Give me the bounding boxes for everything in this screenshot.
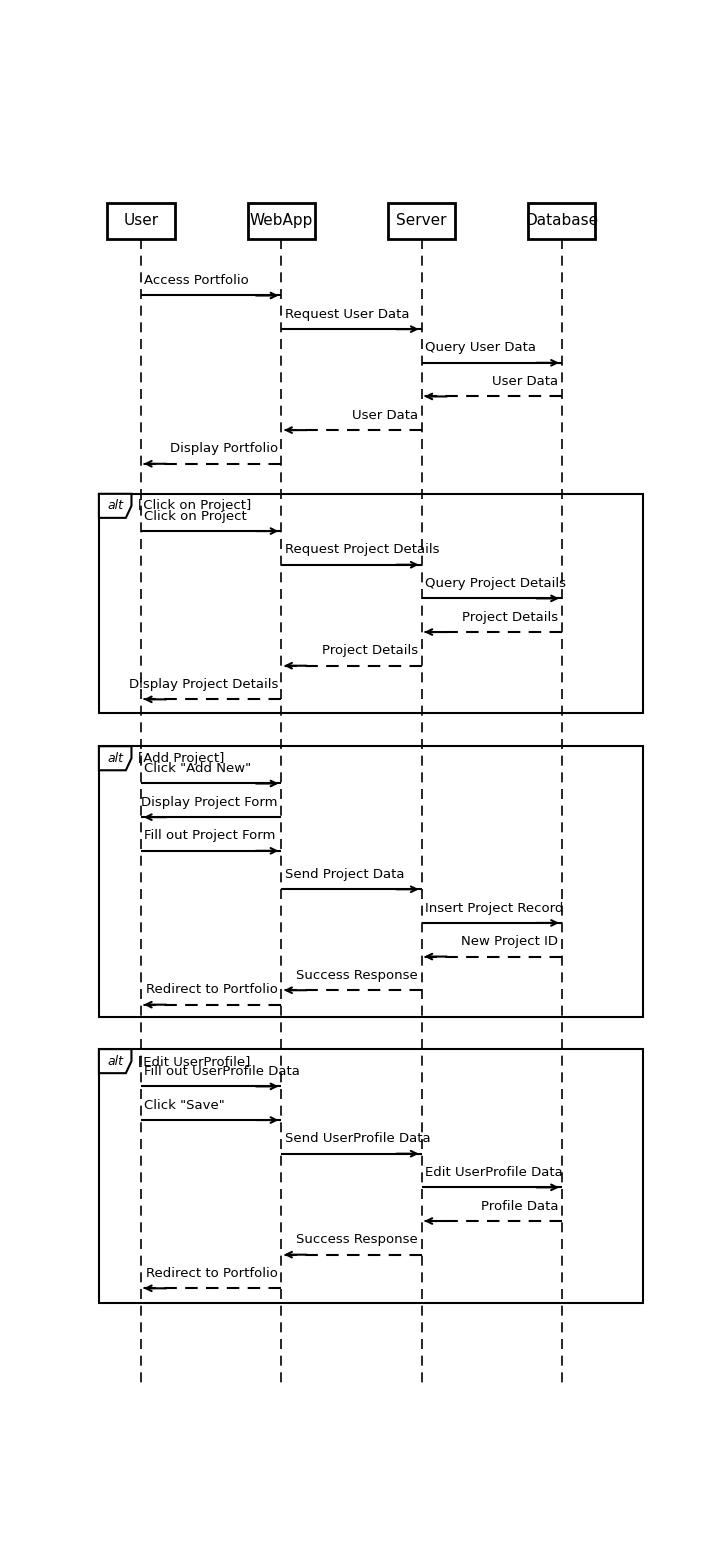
Text: Display Project Details: Display Project Details [129, 677, 278, 692]
Text: alt: alt [107, 752, 123, 765]
Text: [Add Project]: [Add Project] [138, 752, 224, 765]
Bar [248, 203, 315, 239]
Text: Redirect to Portfolio: Redirect to Portfolio [146, 1268, 278, 1280]
Text: Fill out UserProfile Data: Fill out UserProfile Data [144, 1065, 300, 1079]
Text: Click "Add New": Click "Add New" [144, 762, 251, 776]
Text: Display Portfolio: Display Portfolio [170, 442, 278, 456]
Text: Redirect to Portfolio: Redirect to Portfolio [146, 983, 278, 996]
Text: Request User Data: Request User Data [285, 308, 409, 320]
Bar [99, 1049, 643, 1303]
Text: Database: Database [525, 214, 599, 228]
Text: Success Response: Success Response [296, 969, 418, 982]
Text: Query User Data: Query User Data [425, 342, 536, 354]
Text: User Data: User Data [352, 409, 418, 421]
Text: User Data: User Data [492, 375, 558, 389]
Polygon shape [99, 1049, 132, 1072]
Text: Access Portfolio: Access Portfolio [144, 275, 249, 287]
Text: New Project ID: New Project ID [461, 935, 558, 948]
Polygon shape [99, 493, 132, 518]
Text: Display Project Form: Display Project Form [141, 796, 278, 809]
Text: Send Project Data: Send Project Data [285, 868, 404, 880]
Text: Server: Server [396, 214, 447, 228]
Text: Click on Project: Click on Project [144, 510, 247, 523]
Text: Click "Save": Click "Save" [144, 1099, 225, 1111]
Text: Request Project Details: Request Project Details [285, 543, 439, 556]
Text: alt: alt [107, 500, 123, 512]
Text: Project Details: Project Details [322, 645, 418, 657]
Text: [Click on Project]: [Click on Project] [138, 500, 251, 512]
Text: Fill out Project Form: Fill out Project Form [144, 829, 276, 843]
Polygon shape [99, 746, 132, 770]
Text: alt: alt [107, 1055, 123, 1068]
Bar [388, 203, 455, 239]
Bar [99, 746, 643, 1016]
Text: Query Project Details: Query Project Details [425, 578, 566, 590]
Text: User: User [123, 214, 159, 228]
Bar [107, 203, 174, 239]
Text: Send UserProfile Data: Send UserProfile Data [285, 1132, 430, 1146]
Text: WebApp: WebApp [250, 214, 313, 228]
Text: Project Details: Project Details [463, 610, 558, 624]
Bar [529, 203, 595, 239]
Text: Edit UserProfile Data: Edit UserProfile Data [425, 1166, 563, 1179]
Text: Profile Data: Profile Data [481, 1199, 558, 1213]
Text: Success Response: Success Response [296, 1233, 418, 1246]
Bar [99, 493, 643, 712]
Text: [Edit UserProfile]: [Edit UserProfile] [138, 1055, 251, 1068]
Text: Insert Project Record: Insert Project Record [425, 902, 563, 915]
